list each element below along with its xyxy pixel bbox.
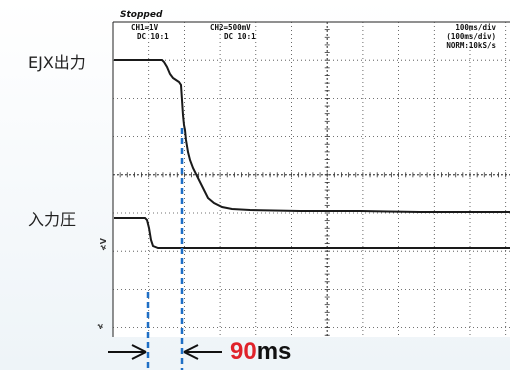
input-pressure-trace [114,217,510,249]
right-arrow [183,344,222,360]
ejx-output-trace [114,59,510,213]
graticule [112,21,510,337]
scope-status: Stopped [120,10,163,20]
timebase-settings: 100ms/div (100ms/div) NORM:10kS/s [446,23,496,50]
ch2-settings: CH2=500mV DC 10:1 [210,23,256,41]
sample-rate: NORM:10kS/s [446,41,496,50]
delay-unit: ms [256,338,292,365]
ch1-coupling: DC 10:1 [137,32,169,41]
delay-readout: 90ms [230,338,291,366]
ground-marker-ch1: ≮V [98,238,108,251]
timebase-div: 100ms/div [455,23,496,32]
ch2-coupling: DC 10:1 [224,32,256,41]
ch2-scale: CH2=500mV [210,23,251,32]
screen-area [113,22,510,337]
ch1-settings: CH1=1V DC 10:1 [131,23,169,41]
timebase-div-secondary: (100ms/div) [446,32,496,41]
delay-value: 90 [230,338,257,365]
left-arrow [108,344,147,360]
ejx-output-label: EJX出力 [28,53,86,72]
ground-marker-ch2: ≮ [95,323,105,330]
input-pressure-label: 入力圧 [28,210,77,229]
ch1-scale: CH1=1V [131,23,159,32]
